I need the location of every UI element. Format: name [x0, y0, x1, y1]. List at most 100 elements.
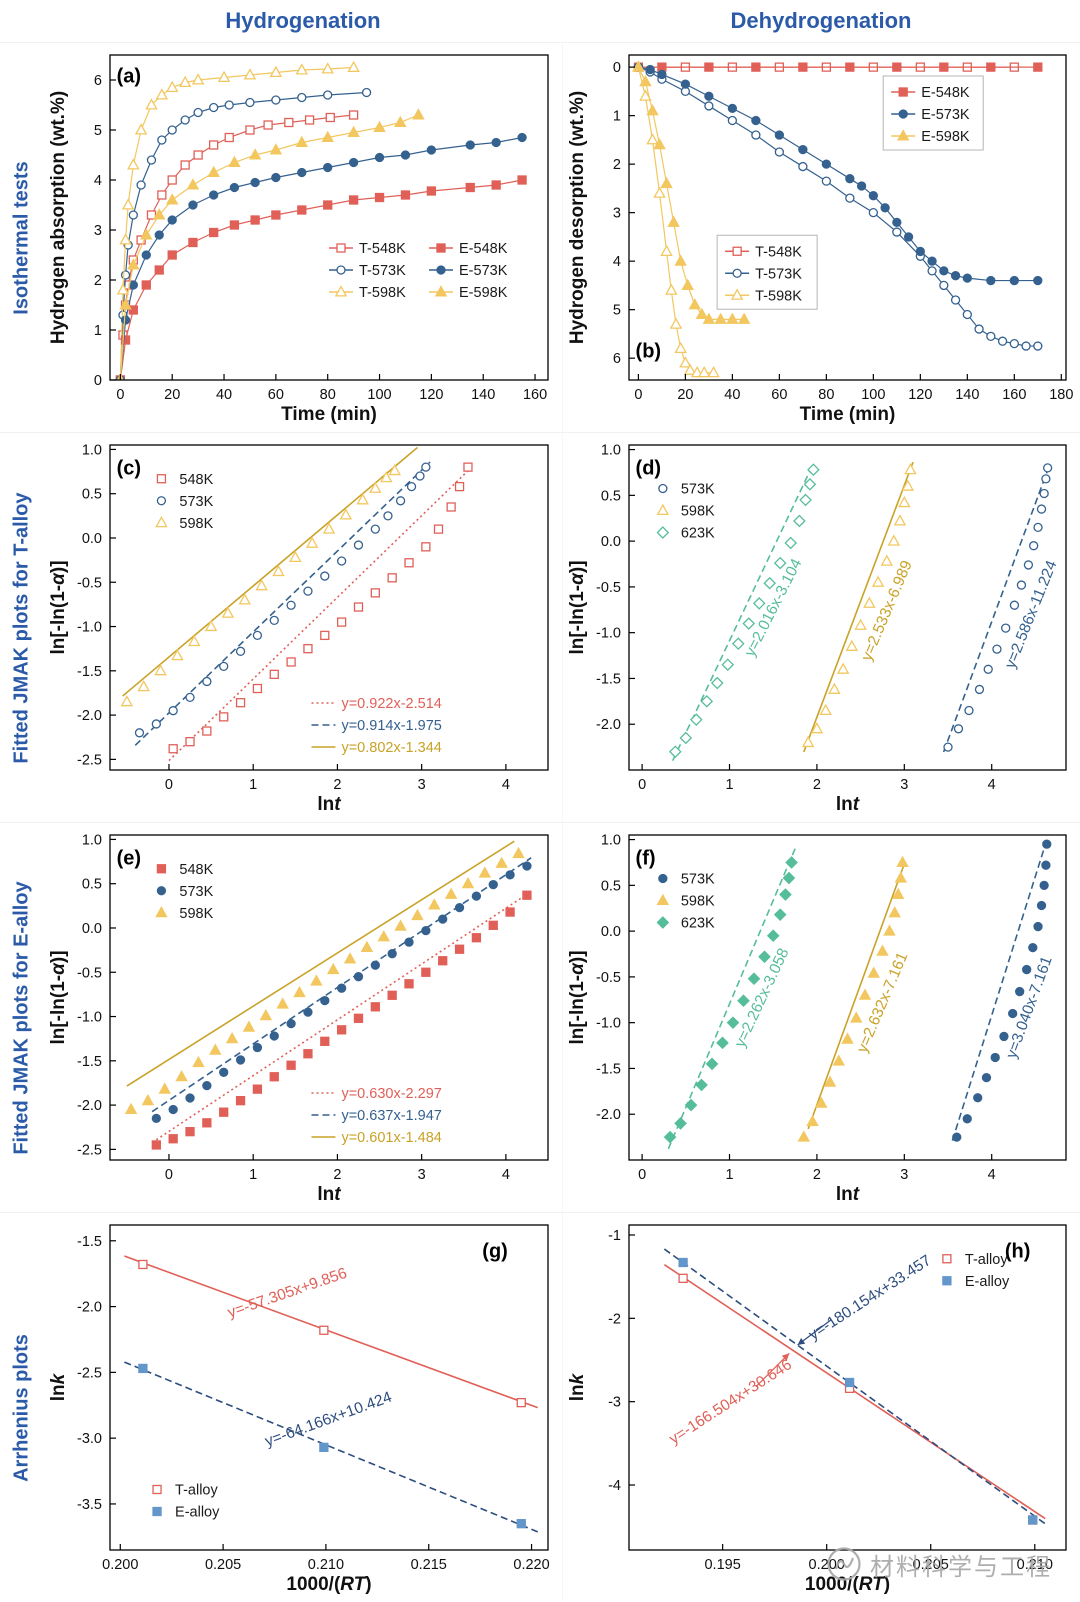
svg-text:60: 60 [268, 387, 284, 403]
row-label-cell: Fitted JMAK plots for T-alloy [0, 433, 44, 822]
svg-text:0.5: 0.5 [601, 878, 621, 894]
svg-text:2: 2 [94, 273, 102, 289]
svg-text:(g): (g) [482, 1241, 508, 1263]
svg-text:573K: 573K [179, 494, 213, 510]
svg-text:-3.0: -3.0 [77, 1431, 102, 1447]
svg-text:40: 40 [216, 387, 232, 403]
svg-text:1: 1 [725, 1167, 733, 1183]
row-label-jmak-t-alloy: Fitted JMAK plots for T-alloy [10, 491, 33, 764]
svg-text:100: 100 [367, 387, 391, 403]
svg-text:E-573K: E-573K [459, 263, 508, 279]
svg-text:598K: 598K [179, 516, 213, 532]
svg-text:0.210: 0.210 [308, 1557, 344, 1573]
svg-text:-1.0: -1.0 [596, 626, 621, 642]
svg-text:-2.0: -2.0 [77, 708, 102, 724]
row-label-cell: Arrhenius plots [0, 1213, 44, 1602]
svg-text:100: 100 [861, 387, 885, 403]
svg-text:0: 0 [165, 777, 173, 793]
svg-text:y=0.802x-1.344: y=0.802x-1.344 [341, 740, 441, 756]
column-headers: Hydrogenation Dehydrogenation [0, 0, 1080, 42]
svg-text:lnt: lnt [836, 1184, 860, 1205]
watermark: 材料科学与工程 [826, 1546, 1052, 1582]
svg-text:0.205: 0.205 [913, 1557, 949, 1573]
svg-text:y=-64.166x+10.424: y=-64.166x+10.424 [263, 1388, 395, 1450]
svg-text:6: 6 [613, 351, 621, 367]
svg-text:T-598K: T-598K [755, 288, 802, 304]
svg-text:623K: 623K [681, 526, 715, 542]
svg-text:Time (min): Time (min) [281, 404, 377, 425]
svg-text:0: 0 [116, 387, 124, 403]
svg-text:T-573K: T-573K [755, 266, 802, 282]
svg-text:lnt: lnt [317, 1184, 341, 1205]
watermark-logo-icon [827, 1547, 861, 1581]
svg-text:4: 4 [502, 1167, 510, 1183]
svg-text:1.0: 1.0 [82, 832, 102, 848]
svg-text:T-548K: T-548K [755, 244, 802, 260]
header-corner-spacer [0, 0, 44, 42]
chart-panel-b-hydrogen-desorption: 0 20 40 60 80 100 120 140 160 180 0 1 2 3 4 5 6 Time (min… [562, 43, 1080, 432]
svg-text:(c): (c) [117, 457, 141, 479]
svg-text:3: 3 [613, 206, 621, 222]
svg-text:Time (min): Time (min) [800, 404, 896, 425]
svg-text:-2.0: -2.0 [77, 1098, 102, 1114]
svg-text:-1.5: -1.5 [596, 671, 621, 687]
svg-text:E-598K: E-598K [921, 129, 970, 145]
row-jmak-e-alloy: Fitted JMAK plots for E-alloy 0 1 2 3 4 1.0 0.… [0, 822, 1080, 1212]
watermark-text: 材料科学与工程 [870, 1553, 1052, 1581]
svg-text:1: 1 [94, 323, 102, 339]
svg-text:573K: 573K [681, 872, 715, 888]
svg-text:E-573K: E-573K [921, 107, 970, 123]
svg-text:T-548K: T-548K [359, 241, 406, 257]
svg-text:4: 4 [988, 777, 996, 793]
chart-panel-c-jmak-t-hydrogenation: 0 1 2 3 4 1.0 0.5 0.0 -0.5 -1.0 -1.5 -2.0 -2.5 lnt ln[… [44, 433, 562, 822]
svg-text:-1.5: -1.5 [596, 1061, 621, 1077]
svg-text:0.210: 0.210 [1017, 1557, 1053, 1573]
svg-text:-3.5: -3.5 [77, 1497, 102, 1513]
svg-text:y=0.601x-1.484: y=0.601x-1.484 [341, 1130, 441, 1146]
svg-text:E-548K: E-548K [921, 85, 970, 101]
svg-text:4: 4 [613, 254, 621, 270]
svg-text:lnt: lnt [836, 794, 860, 815]
svg-text:3: 3 [900, 1167, 908, 1183]
svg-text:T-598K: T-598K [359, 285, 406, 301]
svg-text:-1.5: -1.5 [77, 1234, 102, 1250]
svg-text:60: 60 [771, 387, 787, 403]
svg-text:0: 0 [613, 60, 621, 76]
svg-text:-3: -3 [608, 1395, 621, 1411]
svg-text:0.200: 0.200 [102, 1557, 138, 1573]
svg-text:y=2.016x-3.104: y=2.016x-3.104 [742, 556, 806, 660]
svg-text:1.0: 1.0 [601, 443, 621, 459]
svg-text:2: 2 [813, 777, 821, 793]
svg-text:598K: 598K [179, 906, 213, 922]
svg-text:3: 3 [94, 223, 102, 239]
svg-text:ln[-ln(1-α)]: ln[-ln(1-α)] [567, 560, 588, 654]
column-header-dehydrogenation: Dehydrogenation [730, 8, 912, 33]
svg-text:140: 140 [955, 387, 979, 403]
svg-text:-4: -4 [608, 1478, 621, 1494]
svg-text:4: 4 [988, 1167, 996, 1183]
svg-text:(f): (f) [636, 847, 656, 869]
svg-text:0.220: 0.220 [513, 1557, 549, 1573]
svg-text:3: 3 [900, 777, 908, 793]
svg-text:3: 3 [418, 1167, 426, 1183]
chart-panel-f-jmak-e-dehydrogenation: 0 1 2 3 4 1.0 0.5 0.0 -0.5 -1.0 -1.5 -2.0 lnt ln[-ln(… [562, 823, 1080, 1212]
svg-text:1: 1 [613, 109, 621, 125]
svg-text:4: 4 [94, 173, 102, 189]
svg-text:1.0: 1.0 [82, 442, 102, 458]
svg-text:3: 3 [418, 777, 426, 793]
row-label-cell: Isothermal tests [0, 43, 44, 432]
svg-text:6: 6 [94, 73, 102, 89]
svg-text:(b): (b) [636, 340, 662, 362]
svg-text:598K: 598K [681, 504, 715, 520]
column-header-hydrogenation: Hydrogenation [225, 8, 381, 33]
svg-text:y=-57.305x+9.856: y=-57.305x+9.856 [226, 1265, 350, 1322]
svg-text:(a): (a) [117, 66, 141, 88]
svg-text:180: 180 [1049, 387, 1073, 403]
svg-text:0.0: 0.0 [601, 534, 621, 550]
svg-text:(e): (e) [117, 847, 141, 869]
chart-panel-a-hydrogen-absorption: 0 20 40 60 80 100 120 140 160 0 1 2 3 4 5 6 Time (min) Hy… [44, 43, 562, 432]
svg-text:0: 0 [638, 1167, 646, 1183]
svg-text:573K: 573K [179, 884, 213, 900]
svg-text:Hydrogen desorption (wt.%): Hydrogen desorption (wt.%) [567, 91, 588, 344]
svg-text:140: 140 [471, 387, 495, 403]
